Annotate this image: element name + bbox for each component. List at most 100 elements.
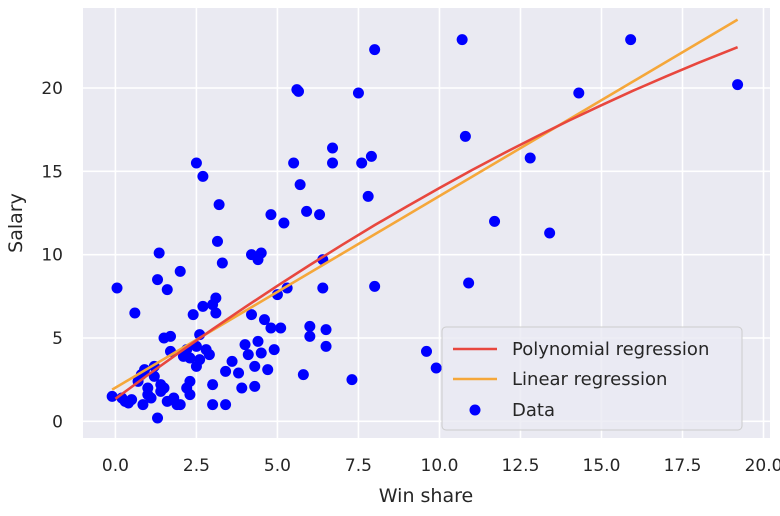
y-tick-label: 15	[41, 162, 63, 182]
data-point	[111, 282, 123, 294]
data-point	[625, 34, 637, 46]
data-point	[197, 170, 209, 182]
x-tick-label: 12.5	[502, 456, 540, 476]
data-point	[732, 79, 744, 91]
data-point	[327, 157, 339, 169]
y-tick-label: 20	[41, 79, 63, 99]
data-point	[278, 217, 290, 229]
data-point	[262, 364, 274, 376]
series-layer	[106, 18, 744, 424]
data-point	[152, 274, 164, 286]
legend-data-label: Data	[512, 400, 555, 421]
data-point	[184, 375, 196, 387]
data-point	[210, 292, 222, 304]
data-point	[365, 150, 377, 162]
data-point	[292, 85, 304, 97]
legend-box	[441, 326, 743, 431]
data-point	[145, 392, 157, 404]
data-point	[459, 130, 471, 142]
data-point	[184, 389, 196, 401]
data-point	[242, 349, 254, 361]
data-point	[320, 324, 332, 336]
data-point	[236, 382, 248, 394]
data-point	[369, 44, 381, 56]
data-point	[137, 399, 149, 411]
data-point	[197, 300, 209, 312]
data-point	[255, 347, 267, 359]
data-point	[304, 320, 316, 332]
y-tick-label: 5	[52, 329, 63, 349]
legend-data-marker	[469, 404, 481, 416]
x-tick-label: 17.5	[664, 456, 702, 476]
data-point	[317, 282, 329, 294]
data-point	[184, 352, 196, 364]
data-point	[304, 330, 316, 342]
data-point	[211, 235, 223, 247]
data-point	[258, 314, 270, 326]
data-point	[489, 215, 501, 227]
x-tick-label: 2.5	[183, 456, 210, 476]
data-point	[288, 157, 300, 169]
data-point	[174, 265, 186, 277]
data-point	[207, 379, 219, 391]
x-axis-label: Win share	[379, 485, 473, 507]
y-tick-label: 0	[52, 412, 63, 432]
x-tick-label: 20.0	[745, 456, 780, 476]
data-point	[106, 390, 118, 402]
data-point	[463, 277, 475, 289]
data-point	[327, 142, 339, 154]
x-tick-label: 0.0	[102, 456, 129, 476]
data-point	[233, 367, 245, 379]
data-point	[152, 412, 164, 424]
data-point	[320, 340, 332, 352]
data-point	[346, 374, 358, 386]
data-point	[544, 227, 556, 239]
legend-linear-label: Linear regression	[512, 369, 667, 390]
data-point	[239, 339, 251, 351]
data-point	[421, 345, 432, 357]
data-point	[174, 399, 186, 411]
data-point	[297, 369, 309, 381]
data-point	[226, 355, 238, 367]
data-point	[246, 309, 258, 321]
polynomial-regression-line	[114, 45, 739, 400]
data-point	[126, 394, 138, 406]
data-point	[190, 157, 202, 169]
data-point	[249, 360, 261, 372]
data-point	[164, 330, 176, 342]
data-point	[220, 399, 232, 411]
data-point	[194, 354, 206, 366]
data-point	[252, 335, 264, 347]
data-point	[216, 257, 228, 269]
data-point	[210, 307, 222, 319]
data-point	[271, 289, 283, 301]
legend: Polynomial regression Linear regression …	[441, 326, 743, 431]
data-point	[158, 382, 170, 394]
legend-polynomial-label: Polynomial regression	[512, 339, 709, 360]
x-axis-ticks: 0.0 2.5 5.0 7.5 10.0 12.5 15.0 17.5 20.0	[102, 456, 780, 476]
data-point	[265, 209, 277, 221]
x-tick-label: 15.0	[583, 456, 621, 476]
data-point	[142, 382, 154, 394]
data-point	[369, 280, 381, 292]
data-point	[153, 247, 165, 259]
data-point	[352, 87, 364, 99]
x-tick-label: 7.5	[345, 456, 372, 476]
data-point	[362, 190, 374, 202]
data-point	[314, 209, 326, 221]
y-axis-ticks: 0 5 10 15 20	[41, 79, 63, 432]
data-point	[356, 157, 368, 169]
data-point	[430, 362, 442, 374]
data-point	[161, 284, 173, 296]
data-point	[456, 34, 468, 46]
data-point	[203, 349, 215, 361]
y-axis-label: Salary	[5, 193, 27, 253]
data-point	[220, 365, 232, 377]
data-point	[265, 322, 277, 334]
data-point	[187, 309, 199, 321]
data-point	[207, 399, 219, 411]
data-point	[255, 247, 267, 259]
data-point	[268, 344, 280, 356]
data-point	[249, 380, 261, 392]
